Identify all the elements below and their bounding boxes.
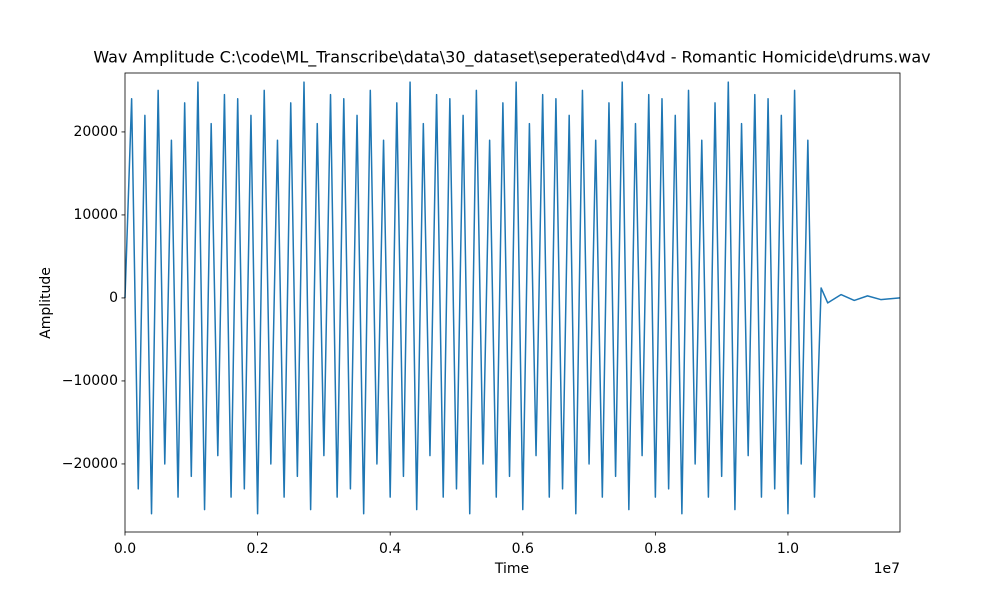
x-tick-label: 0.8	[644, 541, 666, 557]
y-tick-label: −20000	[62, 456, 118, 472]
x-tick-label: 0.0	[114, 541, 136, 557]
y-axis-label: Amplitude	[38, 267, 54, 339]
waveform-line	[124, 81, 901, 515]
plot-frame	[124, 72, 901, 533]
y-tick-label: −10000	[62, 373, 118, 389]
x-tick-label: 0.2	[246, 541, 268, 557]
x-tick-label: 0.4	[379, 541, 401, 557]
y-tick-label: 0	[109, 290, 118, 306]
y-tick-label: 20000	[73, 124, 118, 140]
x-offset-label: 1e7	[874, 561, 900, 577]
y-tick-label: 10000	[73, 207, 118, 223]
x-tick-label: 0.6	[512, 541, 534, 557]
chart-title: Wav Amplitude C:\code\ML_Transcribe\data…	[93, 48, 930, 68]
x-tick-label: 1.0	[777, 541, 799, 557]
x-axis-label: Time	[494, 561, 529, 577]
